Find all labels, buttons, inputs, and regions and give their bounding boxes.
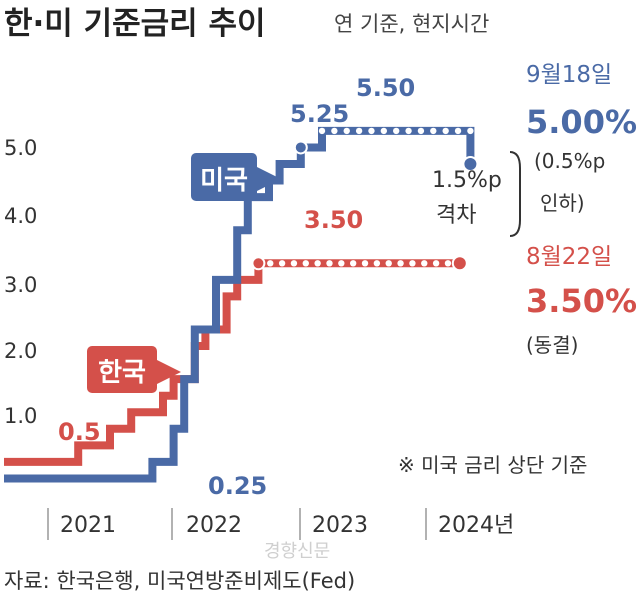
plateau-dot-us xyxy=(467,127,474,135)
y-tick-label: 3.0 xyxy=(4,273,37,297)
end-marker-us xyxy=(462,156,479,172)
plateau-dot-kr xyxy=(361,260,369,267)
y-tick-label: 5.0 xyxy=(4,136,37,160)
label-us-low: 0.25 xyxy=(208,472,267,500)
legend-us-badge xyxy=(191,153,281,201)
us-note-1: (0.5%p xyxy=(534,149,605,173)
plateau-dot-us xyxy=(380,127,388,135)
label-kr-350: 3.50 xyxy=(304,206,363,234)
dots-kr xyxy=(251,255,468,272)
plateau-dot-us xyxy=(430,127,437,135)
plateau-dot-kr xyxy=(326,260,333,267)
kr-date: 8월22일 xyxy=(526,244,612,270)
gap-label-line2: 격차 xyxy=(436,203,476,228)
label-kr-low: 0.5 xyxy=(58,418,101,446)
plateau-dot-kr xyxy=(314,260,321,267)
plateau-dot-kr xyxy=(302,260,309,267)
x-tick-label: 2024년 xyxy=(438,513,514,538)
plateau-dot-kr xyxy=(397,260,404,267)
point-marker-kr xyxy=(251,256,266,271)
legend-us-label: 미국 xyxy=(200,166,248,196)
plateau-dot-us xyxy=(318,127,326,135)
plateau-dot-kr xyxy=(349,260,357,267)
plateau-dot-kr xyxy=(373,260,381,267)
legend-us: 미국 xyxy=(191,153,281,201)
y-axis: 1.0 2.0 3.0 4.0 5.0 xyxy=(4,136,37,428)
label-us-525: 5.25 xyxy=(290,100,349,128)
kr-note: (동결) xyxy=(526,333,578,357)
plateau-dot-us xyxy=(393,127,400,135)
x-tick-label: 2021 xyxy=(60,513,116,538)
plateau-dot-us xyxy=(454,127,462,135)
source-note: 자료: 한국은행, 미국연방준비제도(Fed) xyxy=(4,569,355,593)
legend-kr-label: 한국 xyxy=(98,358,146,388)
label-us-550: 5.50 xyxy=(356,74,415,102)
plateau-dot-kr xyxy=(385,260,392,267)
chart-subtitle: 연 기준, 현지시간 xyxy=(334,12,489,36)
y-tick-label: 2.0 xyxy=(4,339,37,363)
plateau-dot-kr xyxy=(278,260,286,267)
plateau-dot-kr xyxy=(267,260,274,267)
watermark: 경향신문 xyxy=(264,541,330,562)
us-rate: 5.00% xyxy=(526,103,637,141)
plateau-dot-kr xyxy=(432,260,440,267)
plateau-dot-kr xyxy=(421,260,428,267)
plateau-dot-us xyxy=(417,127,425,135)
plateau-dot-kr xyxy=(290,260,298,267)
end-marker-kr xyxy=(451,255,468,272)
plateau-dot-us xyxy=(405,127,412,135)
plateau-dot-kr xyxy=(409,260,416,267)
gap-label-line1: 1.5%p xyxy=(432,168,502,193)
us-date: 9월18일 xyxy=(526,62,612,88)
plateau-dot-us xyxy=(355,127,363,135)
plateau-dot-us xyxy=(368,127,375,135)
basis-note: ※ 미국 금리 상단 기준 xyxy=(398,453,587,477)
plateau-dot-kr xyxy=(444,260,452,267)
plateau-dot-kr xyxy=(338,260,345,267)
y-tick-label: 1.0 xyxy=(4,404,37,428)
us-note-2: 인하) xyxy=(540,191,585,215)
legend-kr-badge xyxy=(87,346,181,393)
plateau-dot-us xyxy=(442,127,449,135)
kr-rate: 3.50% xyxy=(526,282,637,320)
x-tick-label: 2023 xyxy=(312,513,368,538)
plateau-dot-us xyxy=(331,127,338,135)
legend-kr: 한국 xyxy=(87,346,181,393)
dots-us xyxy=(293,127,479,172)
plateau-dot-us xyxy=(343,127,350,135)
point-marker-us xyxy=(293,140,308,155)
y-tick-label: 4.0 xyxy=(4,204,37,228)
gap-bracket xyxy=(509,151,521,237)
chart-title: 한·미 기준금리 추이 xyxy=(4,6,266,42)
x-tick-label: 2022 xyxy=(186,513,242,538)
x-axis: 2021 2022 2023 2024년 xyxy=(47,508,514,540)
